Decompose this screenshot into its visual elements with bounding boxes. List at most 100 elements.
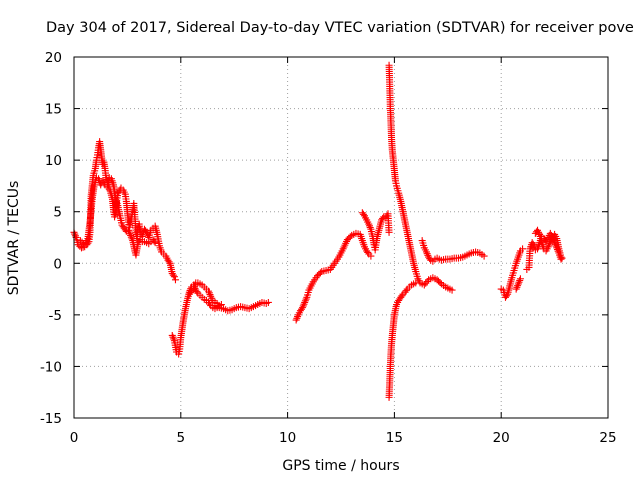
data-point — [553, 244, 561, 252]
data-point — [299, 304, 307, 312]
data-point — [171, 276, 179, 284]
data-point — [71, 230, 79, 238]
data-point — [294, 313, 302, 321]
data-point — [301, 298, 309, 306]
data-point — [205, 289, 213, 297]
data-point — [503, 292, 511, 300]
data-point — [150, 237, 158, 245]
data-point — [76, 237, 84, 245]
y-tick-label: 10 — [45, 153, 62, 169]
data-point — [364, 248, 372, 256]
x-tick-label: 0 — [70, 430, 79, 446]
data-point — [436, 279, 444, 287]
data-point — [412, 279, 420, 287]
grid-lines — [74, 57, 608, 418]
x-tick-label: 10 — [279, 430, 296, 446]
data-point — [552, 242, 560, 250]
data-point — [514, 282, 522, 290]
x-tick-label: 15 — [386, 430, 403, 446]
y-tick-label: 15 — [45, 102, 62, 118]
data-point — [385, 228, 393, 236]
data-point — [549, 235, 557, 243]
data-point — [550, 237, 558, 245]
data-point — [480, 252, 488, 260]
data-point — [551, 240, 559, 248]
data-point — [206, 300, 214, 308]
data-point — [293, 314, 301, 322]
data-point — [558, 254, 566, 262]
x-tick-label: 5 — [177, 430, 186, 446]
data-point — [71, 232, 79, 240]
data-point — [519, 245, 527, 253]
data-point — [422, 248, 430, 256]
x-axis-label: GPS time / hours — [282, 458, 399, 474]
data-point — [553, 246, 561, 254]
axis-ticks — [73, 56, 609, 419]
data-point — [151, 239, 159, 247]
y-tick-label: -10 — [40, 359, 62, 375]
data-point — [554, 247, 562, 255]
data-point — [424, 251, 432, 259]
data-point — [512, 285, 520, 293]
data-point — [359, 210, 367, 218]
x-tick-label: 20 — [493, 430, 510, 446]
y-tick-label: -15 — [40, 411, 62, 427]
data-point — [548, 234, 556, 241]
data-point — [126, 230, 134, 238]
data-point — [169, 271, 177, 279]
data-point — [169, 333, 177, 341]
data-point — [365, 222, 373, 230]
x-tick-label: 25 — [599, 430, 616, 446]
data-point — [299, 302, 307, 310]
data-point — [516, 276, 524, 284]
y-axis-label: SDTVAR / TECUs — [6, 181, 22, 296]
data-point — [366, 224, 374, 232]
data-point — [367, 252, 375, 260]
data-point — [170, 335, 178, 343]
y-tick-label: 0 — [53, 256, 62, 272]
data-point — [448, 286, 456, 294]
y-tick-label: 5 — [53, 205, 62, 221]
y-tick-label: 20 — [45, 50, 62, 66]
data-point — [165, 258, 173, 266]
data-point — [168, 331, 176, 339]
data-point — [546, 239, 554, 247]
data-point — [74, 241, 82, 249]
data-point — [514, 280, 522, 288]
data-point — [264, 298, 272, 306]
data-point — [402, 287, 410, 295]
data-point — [346, 233, 354, 241]
data-point — [513, 283, 521, 291]
data-point — [125, 228, 133, 236]
data-point — [300, 300, 308, 308]
data-points — [70, 61, 566, 401]
plot-frame — [73, 56, 609, 419]
y-tick-labels: -15 -10 -5 0 5 10 15 20 — [40, 50, 62, 427]
data-point — [365, 220, 373, 228]
data-point — [186, 289, 194, 297]
data-point — [423, 278, 431, 286]
data-point — [516, 275, 524, 283]
data-point — [205, 287, 213, 295]
data-point — [128, 235, 136, 243]
data-point — [515, 278, 523, 286]
y-tick-label: -5 — [49, 308, 62, 324]
data-point — [301, 297, 309, 305]
data-point — [124, 226, 132, 234]
data-point — [316, 269, 324, 277]
x-tick-labels: 0 5 10 15 20 25 — [70, 430, 617, 446]
data-point — [398, 292, 406, 300]
data-point — [544, 243, 552, 251]
data-point — [423, 250, 431, 258]
data-point — [297, 305, 305, 313]
data-point — [302, 295, 310, 303]
chart-title: Day 304 of 2017, Sidereal Day-to-day VTE… — [46, 20, 634, 36]
data-point — [127, 231, 135, 239]
data-point — [292, 316, 300, 324]
data-point — [206, 291, 214, 299]
data-point — [127, 233, 135, 241]
data-point — [551, 239, 559, 247]
data-point — [557, 255, 565, 263]
data-point — [170, 273, 178, 281]
